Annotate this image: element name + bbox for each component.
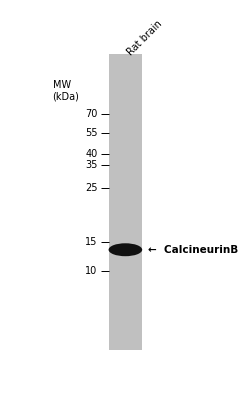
Text: ←  CalcineurinB: ← CalcineurinB xyxy=(148,245,238,255)
Text: 25: 25 xyxy=(85,183,97,193)
Text: 15: 15 xyxy=(85,237,97,247)
Ellipse shape xyxy=(109,243,142,256)
Text: 55: 55 xyxy=(85,128,97,138)
Text: 70: 70 xyxy=(85,109,97,119)
Text: Rat brain: Rat brain xyxy=(125,18,164,57)
Text: 40: 40 xyxy=(85,149,97,159)
Text: 35: 35 xyxy=(85,160,97,170)
Bar xyxy=(108,54,142,350)
Text: 10: 10 xyxy=(85,266,97,276)
Text: MW
(kDa): MW (kDa) xyxy=(53,80,80,102)
